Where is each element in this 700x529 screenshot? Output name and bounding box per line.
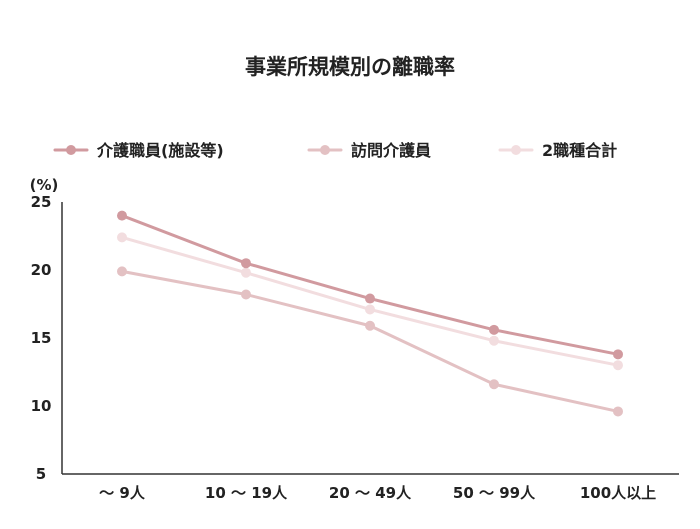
data-point bbox=[613, 349, 623, 360]
y-tick-label: 10 bbox=[31, 397, 52, 415]
legend-marker bbox=[320, 145, 330, 155]
series-group bbox=[117, 232, 623, 371]
legend-label: 訪問介護員 bbox=[351, 141, 431, 160]
chart-title: 事業所規模別の離職率 bbox=[245, 55, 455, 79]
data-point bbox=[489, 324, 499, 335]
data-point bbox=[613, 360, 623, 371]
legend-marker bbox=[66, 145, 76, 155]
data-point bbox=[489, 335, 499, 346]
series-group bbox=[117, 266, 623, 417]
x-tick-label: 100人以上 bbox=[580, 484, 656, 502]
series-line bbox=[120, 269, 620, 413]
legend-item: 2職種合計 bbox=[498, 141, 617, 160]
x-tick-label: 50 〜 99人 bbox=[453, 484, 536, 502]
y-tick-label: 20 bbox=[31, 261, 52, 279]
data-point bbox=[365, 320, 375, 331]
legend-item: 訪問介護員 bbox=[307, 141, 431, 160]
legend: 介護職員(施設等) 訪問介護員 2職種合計 bbox=[53, 141, 617, 160]
x-axis-ticks: 〜 9人 10 〜 19人 20 〜 49人 50 〜 99人 100人以上 bbox=[99, 484, 656, 502]
data-point bbox=[241, 267, 251, 278]
y-axis-unit-label: (%) bbox=[30, 176, 59, 194]
data-point bbox=[241, 258, 251, 269]
y-tick-label: 5 bbox=[36, 465, 46, 483]
data-point bbox=[613, 406, 623, 417]
data-point bbox=[241, 289, 251, 300]
legend-label: 介護職員(施設等) bbox=[96, 141, 224, 160]
x-tick-label: 10 〜 19人 bbox=[205, 484, 288, 502]
legend-item: 介護職員(施設等) bbox=[53, 141, 224, 160]
x-tick-label: 〜 9人 bbox=[99, 484, 146, 502]
series-layer bbox=[117, 210, 623, 417]
data-point bbox=[365, 293, 375, 304]
x-tick-label: 20 〜 49人 bbox=[329, 484, 412, 502]
data-point bbox=[117, 232, 127, 243]
y-axis-ticks: 25 20 15 10 5 bbox=[31, 193, 52, 483]
legend-label: 2職種合計 bbox=[542, 141, 617, 160]
data-point bbox=[117, 266, 127, 277]
data-point bbox=[365, 304, 375, 315]
series-group bbox=[117, 210, 623, 360]
y-tick-label: 25 bbox=[31, 193, 52, 211]
y-tick-label: 15 bbox=[31, 329, 52, 347]
data-point bbox=[117, 210, 127, 221]
legend-marker bbox=[511, 145, 521, 155]
data-point bbox=[489, 379, 499, 390]
